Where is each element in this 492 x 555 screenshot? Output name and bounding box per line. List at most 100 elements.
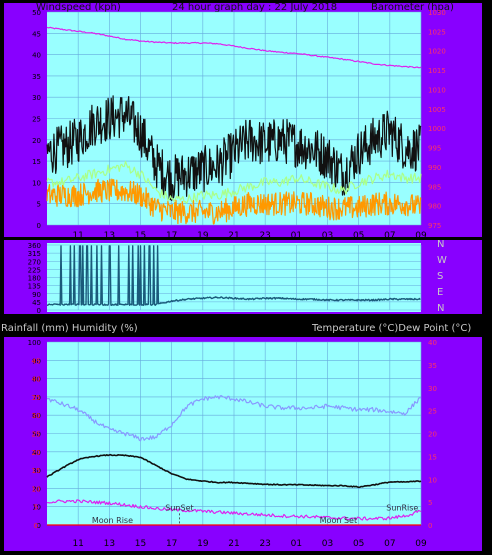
y-right-tick-label: 40 (428, 339, 437, 347)
y-right-tick-label: 1000 (428, 125, 446, 133)
x-tick-label: 21 (228, 539, 239, 549)
rain-tick-label: 35 (32, 394, 41, 402)
annotation-label: Moon Rise (92, 516, 133, 525)
y-left-tick-label: 80 (32, 376, 41, 384)
y-right-tick-label: 15 (428, 453, 437, 461)
y-right-tick-label: 990 (428, 164, 441, 172)
y-left-tick-label: 50 (32, 431, 41, 439)
rain-tick-label: 20 (32, 449, 41, 457)
y-left-tick-label: 35 (32, 73, 41, 81)
y-left-tick-label: 180 (28, 275, 41, 283)
temperature-chart: 0102030405060708090100051015202530354005… (28, 339, 437, 549)
x-tick-label: 03 (322, 231, 333, 241)
x-tick-label: 11 (72, 231, 83, 241)
series-barometer (46, 26, 422, 69)
y-right-tick-label: 5 (428, 499, 432, 507)
rain-tick-label: 15 (32, 467, 41, 475)
x-tick-label: 19 (197, 231, 209, 241)
y-left-tick-label: 0 (37, 222, 41, 230)
y-right-tick-label: 1030 (428, 9, 446, 17)
y-right-tick-label: 1025 (428, 28, 446, 36)
x-tick-label: 23 (259, 231, 270, 241)
y-left-tick-label: 25 (32, 116, 41, 124)
y-left-tick-label: 20 (32, 137, 41, 145)
y-right-tick-label: 975 (428, 222, 441, 230)
annotation-label: Moon Set (320, 516, 357, 525)
windspeed-axis-label: Windspeed (kph) (36, 2, 121, 13)
y-left-tick-label: 60 (32, 412, 41, 420)
y-left-tick-label: 45 (32, 30, 41, 38)
y-left-tick-label: 270 (28, 258, 41, 266)
rain-humidity-axis-label: Rainfall (mm) Humidity (%) (1, 323, 138, 334)
x-tick-label: 17 (166, 539, 177, 549)
series-gust (46, 95, 422, 201)
annotation-label: SunRise (386, 503, 418, 512)
series-temperature (46, 453, 422, 489)
x-tick-label: 09 (415, 539, 427, 549)
y-left-tick-label: 315 (28, 250, 41, 258)
rain-tick-label: 10 (32, 485, 41, 493)
x-tick-label: 13 (104, 539, 115, 549)
y-left-tick-label: 30 (32, 467, 41, 475)
y-left-tick-label: 135 (28, 283, 41, 291)
y-right-tick-label: 25 (428, 408, 437, 416)
x-tick-label: 15 (135, 539, 146, 549)
y-right-tick-label: 1015 (428, 67, 446, 75)
y-right-tick-label: 35 (428, 362, 437, 370)
y-left-tick-label: 360 (28, 242, 41, 250)
y-left-tick-label: 10 (32, 504, 41, 512)
y-left-tick-label: 40 (32, 52, 41, 60)
series-wind (46, 178, 422, 225)
series-average (46, 160, 422, 204)
y-right-tick-label: 1005 (428, 106, 446, 114)
x-tick-label: 01 (291, 231, 302, 241)
series-humidity (46, 395, 422, 442)
y-right-tick-label: 985 (428, 183, 441, 191)
y-right-tick-label: 30 (428, 385, 437, 393)
x-tick-label: 05 (353, 539, 364, 549)
y-left-tick-label: 100 (28, 339, 41, 347)
series-dewpoint (47, 499, 422, 521)
x-tick-label: 03 (322, 539, 333, 549)
y-left-tick-label: 0 (37, 522, 41, 530)
y-left-tick-label: 10 (32, 179, 41, 187)
x-tick-label: 09 (415, 231, 427, 241)
barometer-axis-label: Barometer (hpa) (371, 2, 454, 13)
compass-letter: N (437, 239, 444, 250)
y-left-tick-label: 30 (32, 94, 41, 102)
x-tick-label: 19 (197, 539, 209, 549)
x-tick-label: 11 (72, 539, 83, 549)
compass-letter: N (437, 303, 444, 314)
y-right-tick-label: 1010 (428, 86, 446, 94)
y-left-tick-label: 50 (32, 9, 41, 17)
y-left-tick-label: 0 (37, 307, 41, 315)
wind-chart: 0510152025303540455097598098599099510001… (32, 9, 446, 241)
y-left-tick-label: 70 (32, 394, 41, 402)
temperature-dewpoint-axis-label: Temperature (°C)Dew Point (°C) (311, 323, 471, 334)
x-tick-label: 23 (259, 539, 270, 549)
y-left-tick-label: 225 (28, 266, 41, 274)
rain-tick-label: 5 (34, 504, 38, 512)
y-right-tick-label: 1020 (428, 48, 446, 56)
y-right-tick-label: 0 (428, 522, 432, 530)
rain-tick-label: 0 (34, 522, 38, 530)
y-left-tick-label: 90 (32, 291, 41, 299)
rain-tick-label: 40 (32, 376, 41, 384)
y-right-tick-label: 980 (428, 203, 441, 211)
compass-letter: S (437, 271, 443, 282)
y-left-tick-label: 15 (32, 158, 41, 166)
x-tick-label: 15 (135, 231, 146, 241)
x-tick-label: 05 (353, 231, 364, 241)
x-tick-label: 01 (291, 539, 302, 549)
rain-tick-label: 30 (32, 412, 41, 420)
y-right-tick-label: 995 (428, 145, 441, 153)
graph-title: 24 hour graph day : 22 July 2018 (172, 2, 337, 13)
y-right-tick-label: 20 (428, 431, 437, 439)
y-left-tick-label: 45 (32, 299, 41, 307)
rain-tick-label: 25 (32, 431, 41, 439)
series-direction (46, 245, 421, 306)
x-tick-label: 07 (384, 231, 395, 241)
